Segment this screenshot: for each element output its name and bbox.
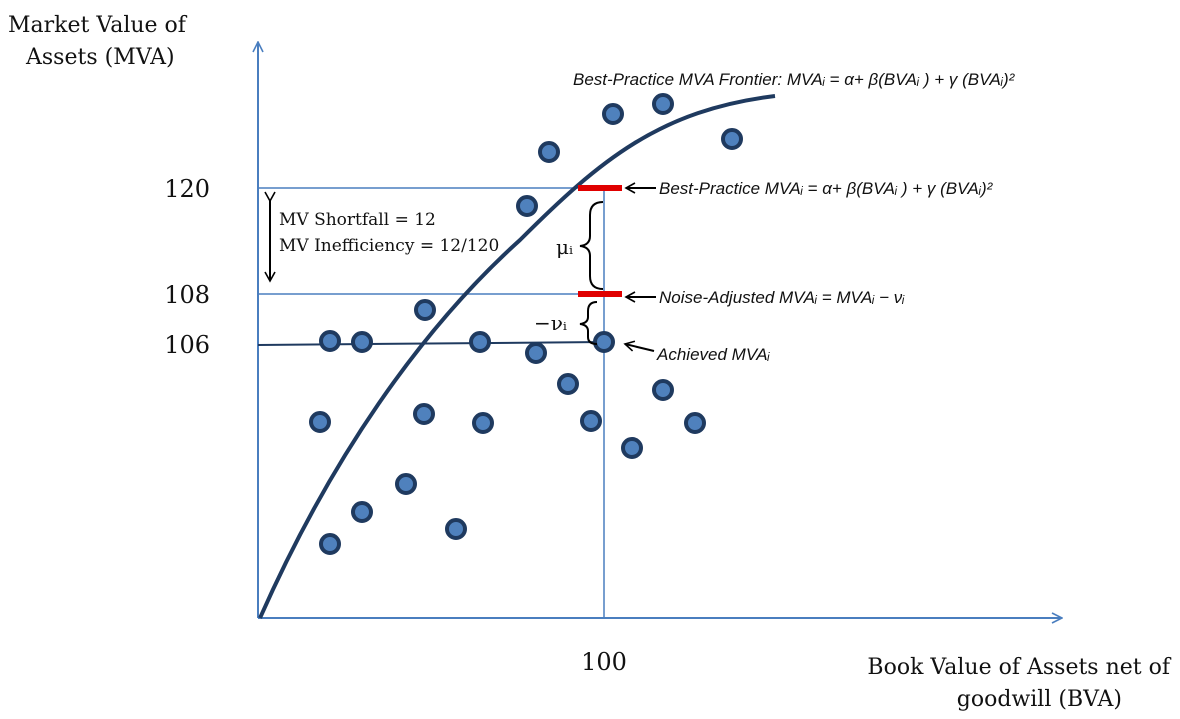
frontier-label: Best-Practice MVA Frontier: MVAᵢ = α+ β(… bbox=[573, 70, 1016, 89]
firm-dot bbox=[395, 473, 417, 495]
firm-dot bbox=[580, 410, 602, 432]
firm-dot bbox=[538, 141, 560, 163]
y-tick-108: 108 bbox=[164, 281, 210, 309]
firm-dot bbox=[319, 330, 341, 352]
firm-dot bbox=[621, 437, 643, 459]
x-axis-label-line2: goodwill (BVA) bbox=[957, 687, 1122, 712]
firm-dot bbox=[652, 379, 674, 401]
firm-dots bbox=[309, 93, 743, 555]
firm-dot bbox=[721, 128, 743, 150]
frontier-curve bbox=[258, 94, 776, 619]
mu-label: μᵢ bbox=[556, 235, 573, 259]
firm-dot bbox=[351, 331, 373, 353]
x-axis-label-line1: Book Value of Assets net of bbox=[867, 655, 1171, 680]
x-tick-100: 100 bbox=[581, 648, 627, 676]
ref-line-106 bbox=[257, 341, 605, 346]
inefficiency-label: MV Inefficiency = 12/120 bbox=[279, 236, 499, 256]
firm-dot bbox=[602, 103, 624, 125]
y-axis-label-line1: Market Value of bbox=[8, 13, 188, 38]
shortfall-label: MV Shortfall = 12 bbox=[279, 210, 436, 230]
achieved-label: Achieved MVAᵢ bbox=[656, 345, 771, 364]
firm-dot bbox=[652, 93, 674, 115]
achieved-arrow bbox=[623, 340, 655, 352]
y-tick-106: 106 bbox=[164, 331, 210, 359]
firm-dot bbox=[319, 533, 341, 555]
firm-dot bbox=[684, 412, 706, 434]
firm-dot bbox=[557, 373, 579, 395]
firm-dot bbox=[516, 195, 538, 217]
firm-dot bbox=[309, 411, 331, 433]
noise-adjusted-label: Noise-Adjusted MVAᵢ = MVAᵢ − νᵢ bbox=[659, 288, 905, 307]
y-tick-120: 120 bbox=[164, 175, 210, 203]
firm-dot bbox=[525, 342, 547, 364]
firm-dot bbox=[593, 331, 615, 353]
firm-dot bbox=[472, 412, 494, 434]
y-axis-label-line2: Assets (MVA) bbox=[25, 45, 175, 70]
firm-dot bbox=[414, 299, 436, 321]
firm-dot bbox=[351, 501, 373, 523]
nu-label: −νᵢ bbox=[534, 311, 567, 335]
nu-brace bbox=[579, 301, 598, 345]
firm-dot bbox=[469, 331, 491, 353]
best-practice-label: Best-Practice MVAᵢ = α+ β(BVAᵢ ) + γ (BV… bbox=[659, 179, 994, 198]
firm-dot bbox=[445, 518, 467, 540]
firm-dot bbox=[413, 403, 435, 425]
mu-brace bbox=[579, 201, 604, 290]
